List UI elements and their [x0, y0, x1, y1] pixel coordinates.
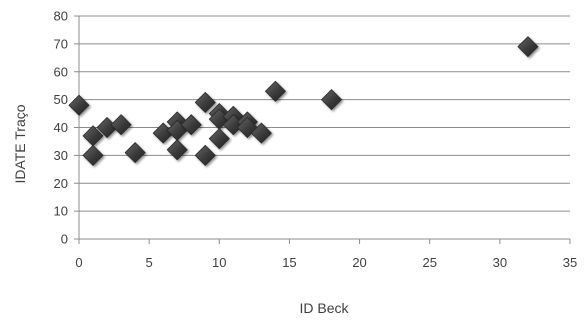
data-point	[166, 139, 188, 161]
data-point	[320, 89, 343, 111]
y-tick-label: 10	[54, 204, 68, 219]
x-tick-label: 0	[75, 255, 82, 270]
x-tick-label: 30	[493, 255, 507, 270]
data-point	[517, 36, 539, 58]
data-point	[194, 144, 216, 166]
y-tick-label: 70	[54, 36, 68, 51]
data-point	[124, 142, 146, 164]
data-point	[180, 114, 202, 136]
x-tick-label: 5	[146, 255, 153, 270]
gridlines	[79, 15, 570, 212]
y-tick-label: 30	[54, 148, 68, 163]
y-tick-label: 0	[61, 232, 68, 247]
x-tick-label: 25	[422, 255, 436, 270]
axes	[74, 15, 571, 244]
y-tick-labels: 0 10 20 30 40 50 60 70 80	[54, 9, 68, 247]
data-point	[236, 116, 258, 139]
x-tick-labels: 0 5 10 15 20 25 30 35	[75, 255, 577, 270]
x-tick-label: 10	[212, 255, 226, 270]
data-point	[250, 122, 272, 144]
y-tick-label: 50	[54, 92, 68, 107]
data-point	[208, 128, 230, 150]
data-point	[194, 91, 216, 113]
y-tick-label: 60	[54, 64, 68, 79]
y-axis-title: IDATE Traço	[12, 104, 28, 183]
data-point	[264, 80, 286, 102]
y-tick-label: 40	[54, 120, 68, 135]
data-point	[110, 114, 132, 136]
x-axis-title: ID Beck	[299, 300, 349, 316]
data-point	[68, 94, 90, 116]
y-tick-label: 20	[54, 176, 68, 191]
y-tick-label: 80	[54, 9, 68, 24]
data-points	[68, 36, 539, 166]
data-point	[82, 144, 104, 166]
x-tick-label: 20	[352, 255, 366, 270]
x-tick-label: 15	[282, 255, 296, 270]
x-tick-label: 35	[563, 255, 577, 270]
